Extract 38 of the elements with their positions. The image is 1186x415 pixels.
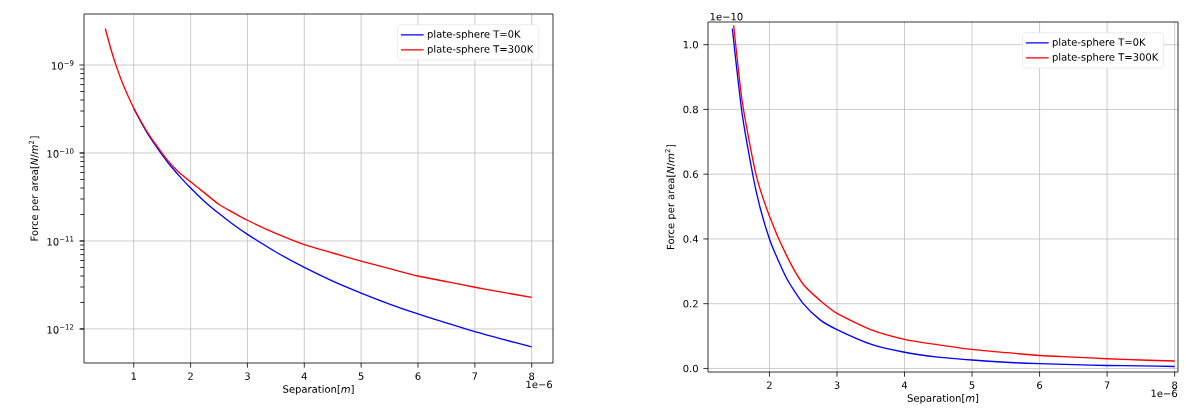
x-axis-title: Separation[m] [907,394,979,404]
legend-label: plate-sphere T=0K [1052,38,1146,48]
y-tick-label: 0.8 [683,105,698,114]
x-tick-label: 7 [1104,381,1110,389]
y-tick-label: 0.0 [683,364,698,373]
x-tick-label: 5 [358,372,364,380]
x-tick-label: 8 [529,372,535,380]
x-tick-label: 6 [415,372,421,380]
line-series [104,27,533,298]
text: 1e−6 [1151,389,1178,398]
y-tick-label: 10$^{−11}$ [47,236,74,246]
x-tick-label: 8 [1172,381,1178,389]
legend-label: plate-sphere T=0K [427,30,521,40]
y-axis-title: Force per area[N/m$^{2}$] [664,144,677,249]
x-axis-title: Separation[m] [283,385,354,395]
y-tick-label: 10$^{−12}$ [47,324,74,334]
y-tick-label: 10$^{−9}$ [52,60,74,70]
x-tick-label: 4 [301,372,307,380]
x-tick-label: 1 [131,372,136,380]
x-tick-label: 2 [767,381,772,389]
line-series [133,107,533,348]
x-tick-label: 3 [245,372,250,380]
x-tick-label: 4 [901,381,908,389]
y-tick-label: 10$^{−10}$ [47,148,74,158]
legend-label: plate-sphere T=300K [427,45,534,55]
y-tick-label: 0.6 [683,170,698,178]
text: 1e−6 [526,380,553,389]
x-tick-label: 3 [834,381,840,389]
y-tick-label: 0.2 [683,299,698,308]
legend-label: plate-sphere T=300K [1052,53,1159,63]
y-tick-label: 1.0 [683,40,698,49]
x-tick-label: 5 [969,381,975,389]
x-tick-label: 7 [472,372,478,380]
x-tick-label: 2 [188,372,193,380]
y-axis-title: Force per area[N/m$^{2}$] [28,136,40,241]
y-tick-label: 0.4 [683,235,699,243]
text: 1e−10 [710,12,743,21]
x-tick-label: 6 [1037,381,1043,389]
